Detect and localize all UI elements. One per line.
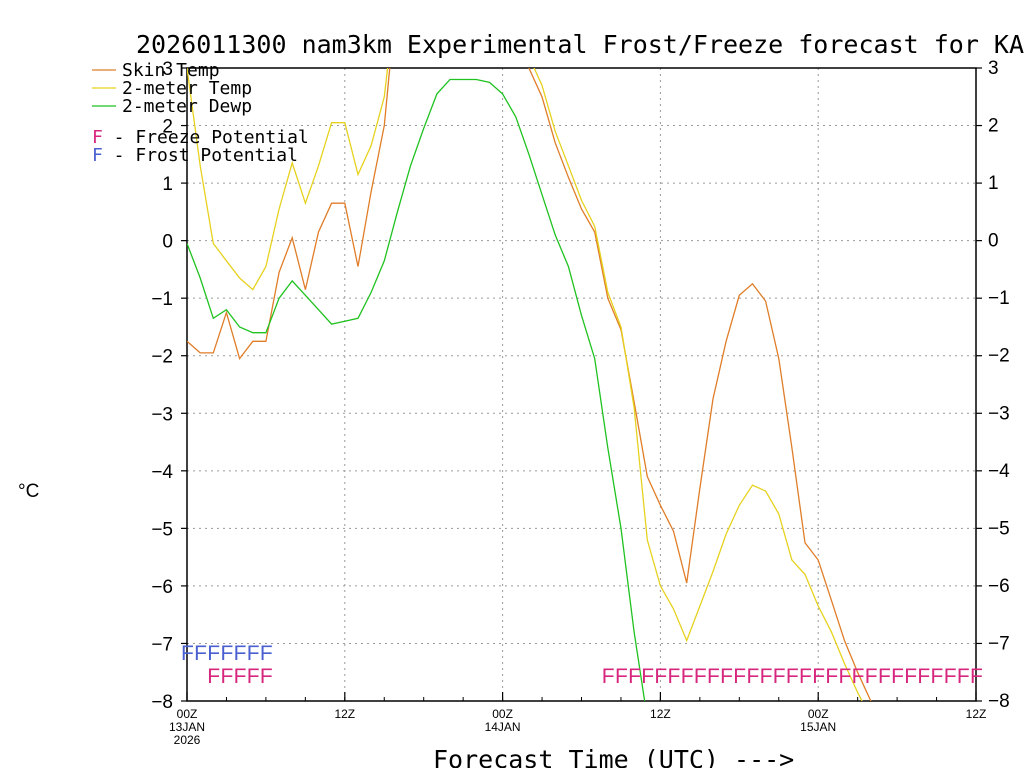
y-tick-label-left: 3 (162, 59, 173, 80)
y-tick-label-left: −8 (151, 692, 173, 713)
y-tick-label-left: 0 (162, 232, 173, 253)
y-axis-label: °C (18, 481, 39, 502)
plot-frame (186, 67, 977, 702)
legend-marker-text: - Freeze Potential (103, 127, 309, 148)
freeze-marker: F (931, 665, 944, 688)
freeze-marker: F (891, 665, 904, 688)
legend-label: Skin Temp (122, 60, 220, 81)
freeze-marker: F (207, 665, 220, 688)
x-tick-label: 00Z (492, 707, 513, 721)
frost-marker: F (207, 642, 220, 665)
series-line-2-meter-temp (187, 68, 863, 701)
x-tick-date: 15JAN (800, 720, 836, 734)
series-line-2-meter-dewp (187, 78, 646, 701)
grid-lines (187, 68, 976, 701)
freeze-marker: F (615, 665, 628, 688)
chart-title: 2026011300 nam3km Experimental Frost/Fre… (136, 30, 1024, 59)
y-tick-label-right: −6 (988, 576, 1010, 597)
freeze-marker: F (720, 665, 733, 688)
freeze-marker: F (694, 665, 707, 688)
legend-marker: F - Frost Potential (92, 145, 298, 166)
frost-marker: F (234, 642, 247, 665)
freeze-marker: F (917, 665, 930, 688)
freeze-marker: F (733, 665, 746, 688)
series-lines (187, 68, 872, 701)
frost-marker: F (181, 642, 194, 665)
freeze-marker: F (260, 665, 273, 688)
freeze-marker: F (654, 665, 667, 688)
freeze-marker: F (852, 665, 865, 688)
y-tick-label-left: −5 (151, 519, 173, 540)
legend-marker: F - Freeze Potential (92, 127, 309, 148)
x-tick-label: 00Z (177, 707, 198, 721)
y-tick-label-right: 2 (988, 116, 999, 137)
freeze-marker: F (628, 665, 641, 688)
freeze-marker: F (668, 665, 681, 688)
freeze-marker: F (825, 665, 838, 688)
x-tick-year: 2026 (174, 733, 201, 747)
freeze-marker: F (970, 665, 983, 688)
y-tick-label-right: 1 (988, 173, 999, 194)
frost-marker: F (260, 642, 273, 665)
freeze-marker: F (904, 665, 917, 688)
y-axis-left: 3 2 1 0 −1 −2 −3 −4 −5 −6 −7 −8 (151, 59, 187, 713)
y-tick-label-right: 0 (988, 231, 999, 252)
legend-marker-text: - Frost Potential (103, 145, 298, 166)
y-tick-label-left: −7 (151, 634, 173, 655)
x-tick-label: 12Z (966, 707, 987, 721)
freeze-marker: F (799, 665, 812, 688)
legend-marker-glyph: F (92, 145, 103, 166)
frost-marker: F (194, 642, 207, 665)
y-tick-label-left: −1 (151, 289, 173, 310)
freeze-marker: F (812, 665, 825, 688)
freeze-marker: F (746, 665, 759, 688)
y-tick-label-left: 2 (162, 117, 173, 138)
y-tick-label-left: −6 (151, 577, 173, 598)
freeze-marker: F (707, 665, 720, 688)
freeze-marker: F (247, 665, 260, 688)
freeze-marker: F (760, 665, 773, 688)
potential-markers: F F F F F F FF F F F F F F F F F F F F F F F F F F F F F F F F F F F F F F F F… (181, 642, 983, 688)
y-tick-label-right: 3 (988, 58, 999, 79)
freeze-marker: F (681, 665, 694, 688)
x-axis-label: Forecast Time (UTC) ---> (433, 745, 794, 768)
y-tick-label-right: −5 (988, 518, 1010, 539)
y-tick-label-right: −8 (988, 691, 1010, 712)
x-tick-label: 12Z (334, 707, 355, 721)
y-axis-right: 3 2 1 0 −1 −2 −3 −4 −5 −6 −7 −8 (976, 58, 1010, 712)
y-tick-label-left: −2 (151, 347, 173, 368)
y-tick-label-right: −4 (988, 461, 1010, 482)
x-tick-label: 12Z (650, 707, 671, 721)
series-line-skin-temp (187, 68, 872, 701)
freeze-marker: F (234, 665, 247, 688)
freeze-marker: F (865, 665, 878, 688)
y-tick-label-right: −7 (988, 633, 1010, 654)
x-tick-date: 14JAN (485, 720, 521, 734)
freeze-marker: F (786, 665, 799, 688)
y-tick-label-right: −2 (988, 346, 1010, 367)
freeze-marker: F (944, 665, 957, 688)
freeze-marker: F (220, 665, 233, 688)
y-tick-label-right: −1 (988, 288, 1010, 309)
x-tick-date: 13JAN (169, 720, 205, 734)
y-tick-label-right: −3 (988, 403, 1010, 424)
freeze-marker: F (641, 665, 654, 688)
y-tick-label-left: 1 (162, 174, 173, 195)
freeze-marker: F (957, 665, 970, 688)
frost-marker: F (247, 642, 260, 665)
legend-label: 2-meter Dewp (122, 96, 252, 117)
x-tick-label: 00Z (808, 707, 829, 721)
freeze-marker: F (839, 665, 852, 688)
y-tick-label-left: −3 (151, 404, 173, 425)
frost-marker: F (220, 642, 233, 665)
legend-label: 2-meter Temp (122, 78, 252, 99)
y-tick-label-left: −4 (151, 462, 173, 483)
legend-marker-glyph: F (92, 127, 103, 148)
freeze-marker: F (602, 665, 615, 688)
freeze-marker: F (878, 665, 891, 688)
freeze-marker: F (773, 665, 786, 688)
